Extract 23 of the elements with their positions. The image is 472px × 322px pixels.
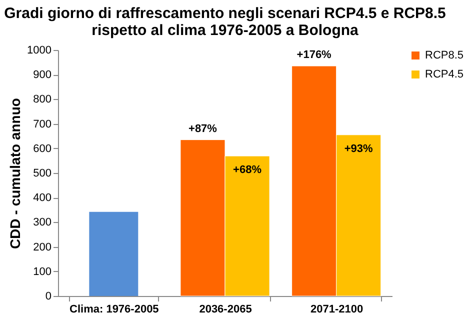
- y-tick-label: 0: [45, 290, 52, 302]
- y-axis-title: CDD - cumulato annuo: [7, 98, 24, 249]
- legend-label: RCP8.5: [425, 50, 464, 62]
- x-tick-label: Clima: 1976-2005: [70, 304, 159, 316]
- y-tick-label: 600: [33, 142, 52, 155]
- y-tick-label: 800: [33, 94, 52, 106]
- annotation: +93%: [344, 142, 374, 155]
- y-tick-label: 200: [33, 241, 52, 254]
- y-tick-label: 700: [33, 118, 52, 130]
- x-tick-label: 2071-2100: [310, 304, 364, 316]
- y-tick-label: 100: [33, 266, 52, 278]
- legend-label: RCP4.5: [425, 68, 464, 80]
- y-tick-label: 1000: [27, 44, 52, 56]
- y-tick-label: 500: [33, 168, 52, 180]
- y-tick-label: 400: [33, 192, 52, 204]
- annotation: +87%: [188, 122, 218, 135]
- annotation: +68%: [233, 164, 262, 176]
- y-tick-label: 900: [33, 69, 52, 82]
- chart-title: Gradi giorno di raffrescamento negli scenari RCP4.5 e RCP8.5 rispetto al clima 1976-2005 a Bologna: [4, 5, 446, 39]
- annotation: +176%: [296, 48, 332, 61]
- x-tick-label: 2036-2065: [199, 304, 252, 316]
- y-tick-label: 300: [33, 216, 52, 229]
- bar: [89, 212, 138, 296]
